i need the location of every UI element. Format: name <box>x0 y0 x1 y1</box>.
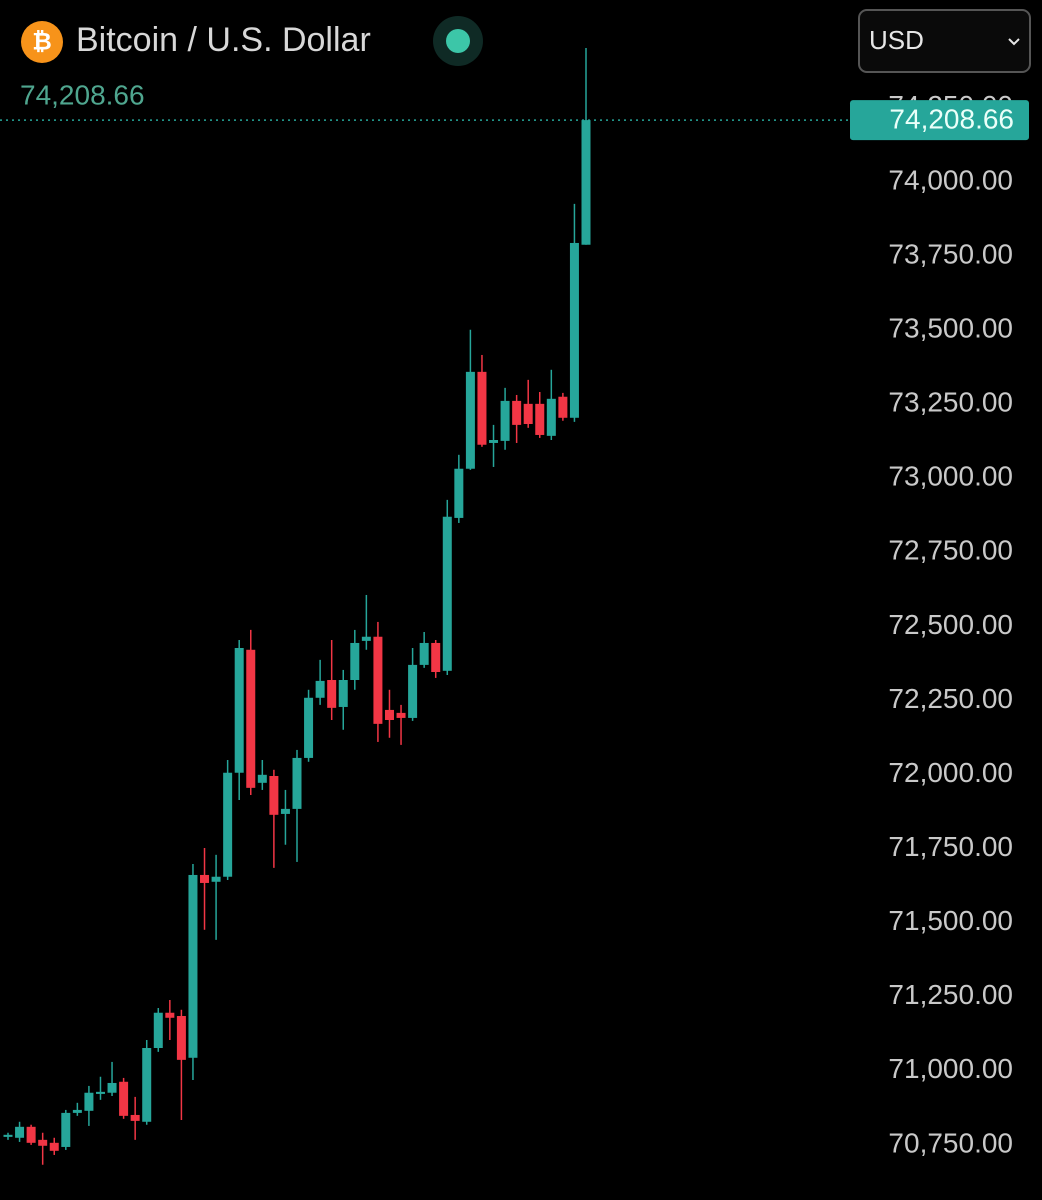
y-tick-label: 73,750.00 <box>888 238 1013 269</box>
candle-body <box>223 772 233 877</box>
candle-body <box>142 1048 152 1122</box>
last-price: 74,208.66 <box>20 79 145 110</box>
candle-body <box>546 398 556 436</box>
y-tick-label: 72,750.00 <box>888 535 1013 566</box>
candle-body <box>384 709 394 720</box>
candle-body <box>535 403 545 435</box>
candle-body <box>292 757 302 809</box>
candle-body <box>269 776 279 815</box>
candle-body <box>188 874 198 1058</box>
candle-body <box>512 400 522 425</box>
candle-body <box>153 1012 163 1048</box>
candle-body <box>15 1126 25 1138</box>
candle-body <box>246 649 256 788</box>
candle-body <box>408 664 418 718</box>
candle-body <box>500 400 510 441</box>
y-tick-label: 73,000.00 <box>888 461 1013 492</box>
last-price-badge-label: 74,208.66 <box>889 103 1014 134</box>
y-tick-label: 71,000.00 <box>888 1053 1013 1084</box>
candle-body <box>419 642 429 665</box>
candle-body <box>523 403 533 424</box>
candle-body <box>373 636 383 724</box>
candle-body <box>165 1012 175 1018</box>
candle-body <box>38 1139 48 1146</box>
candle-body <box>95 1091 105 1094</box>
candle-body <box>454 468 464 518</box>
coin-icon <box>21 21 63 63</box>
y-tick-label: 72,500.00 <box>888 609 1013 640</box>
candle-body <box>431 642 441 672</box>
currency-label[interactable]: USD <box>869 25 924 55</box>
currency-select[interactable]: USD <box>858 9 1031 73</box>
status-dot[interactable] <box>446 29 470 53</box>
candle-body <box>477 371 487 445</box>
candle-body <box>558 396 568 418</box>
select-box[interactable] <box>858 9 1031 73</box>
candle-body <box>61 1112 71 1147</box>
last-price-badge <box>850 100 1029 141</box>
candle-body <box>304 697 314 758</box>
candle-body <box>3 1134 13 1137</box>
candle-body <box>257 774 267 783</box>
y-tick-label: 71,250.00 <box>888 979 1013 1010</box>
candle-body <box>107 1082 117 1093</box>
y-tick-label: 73,250.00 <box>888 387 1013 418</box>
candle-body <box>72 1109 82 1113</box>
chevron[interactable] <box>1008 38 1020 46</box>
candle-body <box>442 516 452 671</box>
candle-body <box>489 440 499 443</box>
candle-body <box>350 642 360 680</box>
y-tick-label: 71,750.00 <box>888 831 1013 862</box>
y-tick-label: 73,500.00 <box>888 312 1013 343</box>
candle-body <box>315 680 325 698</box>
candle-body <box>338 680 348 707</box>
candle-body <box>26 1126 36 1143</box>
y-tick-label: 74,000.00 <box>888 164 1013 195</box>
y-tick-label: 72,000.00 <box>888 757 1013 788</box>
coin-symbol: ₿ <box>32 28 52 55</box>
candle-body <box>49 1142 59 1151</box>
candle-body <box>130 1114 140 1121</box>
y-tick-label: 71,500.00 <box>888 905 1013 936</box>
chart-title: Bitcoin / U.S. Dollar <box>76 21 371 59</box>
candle-body <box>211 876 221 882</box>
y-tick-label: 72,250.00 <box>888 683 1013 714</box>
y-tick-label: 70,750.00 <box>888 1127 1013 1158</box>
candle-body <box>581 120 591 245</box>
candle-body <box>396 712 406 718</box>
candle-body <box>465 371 475 469</box>
candle-body <box>119 1081 129 1116</box>
candle-body <box>361 636 371 641</box>
candle-body <box>200 874 210 883</box>
candle-body <box>569 242 579 418</box>
candle-body <box>327 680 337 708</box>
candle-body <box>176 1016 186 1060</box>
candle-body <box>280 808 290 814</box>
candle-body <box>234 648 244 773</box>
candle-body <box>84 1092 94 1111</box>
